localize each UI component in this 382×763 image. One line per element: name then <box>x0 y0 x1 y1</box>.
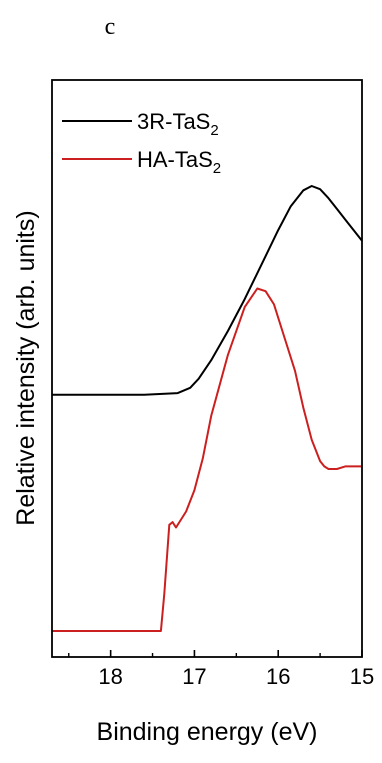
x-tick-label: 17 <box>182 664 206 689</box>
legend-label-2: HA-TaS2 <box>137 147 221 177</box>
x-axis-title: Binding energy (eV) <box>97 718 318 746</box>
plot-area <box>52 185 363 632</box>
x-tick-label: 16 <box>266 664 290 689</box>
x-tick-label: 15 <box>350 664 374 689</box>
axes-frame <box>51 79 363 658</box>
legend: 3R-TaS2 HA-TaS2 <box>62 109 221 177</box>
y-axis-title: Relative intensity (arb. units) <box>12 210 40 525</box>
x-axis: 18 17 16 15 <box>68 650 374 689</box>
legend-label-1: 3R-TaS2 <box>137 109 219 139</box>
series-line-1 <box>52 185 363 396</box>
series-line-2 <box>52 287 362 632</box>
x-tick-label: 18 <box>98 664 122 689</box>
panel-label: c <box>105 14 116 40</box>
